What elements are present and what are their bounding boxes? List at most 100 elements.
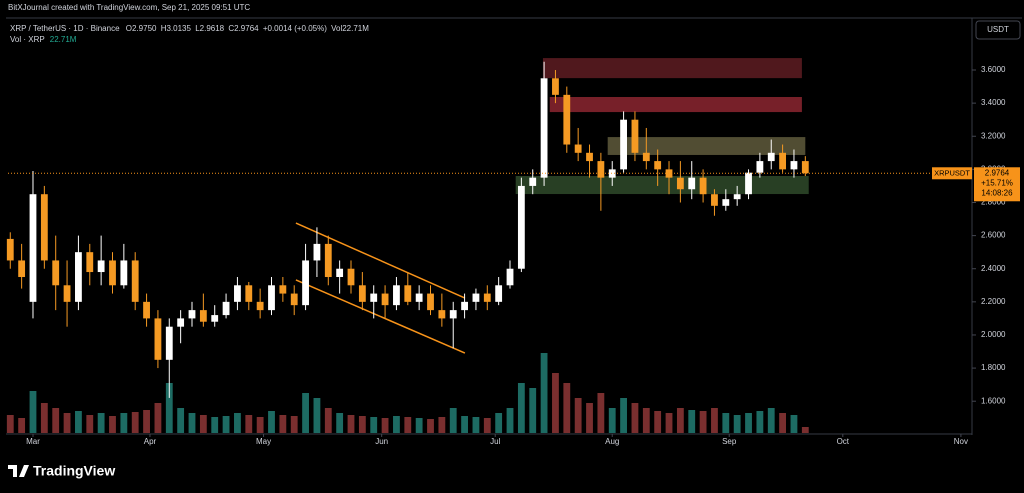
legend-value: 22.71M	[342, 24, 369, 33]
price-tag-change: +15.71%	[981, 178, 1013, 187]
candle-body	[438, 310, 446, 319]
x-tick-label: Sep	[722, 437, 737, 446]
volume-bar	[324, 408, 332, 433]
volume-legend: Vol · XRP 22.71M	[10, 35, 77, 44]
candle-body	[245, 285, 253, 302]
volume-bar	[52, 408, 60, 433]
volume-bar	[6, 415, 14, 433]
volume-bar	[97, 413, 105, 433]
currency-box[interactable]	[975, 20, 1021, 40]
volume-bar	[767, 408, 775, 433]
candle-body	[461, 301, 468, 311]
volume-bar	[461, 416, 468, 433]
volume-bar	[631, 403, 639, 433]
price-tag-price: 2.9764	[985, 168, 1010, 177]
candle-body	[608, 169, 616, 178]
y-tick-label: 2.2000	[981, 297, 1006, 306]
candle-body	[63, 285, 71, 302]
volume-bar	[472, 417, 480, 433]
candle-body	[302, 260, 309, 306]
legend-label: C	[228, 24, 234, 33]
candle-body	[279, 285, 287, 294]
legend-value: 2.9618	[200, 24, 225, 33]
candle-body	[506, 268, 514, 286]
price-tag	[974, 167, 1020, 202]
candle-body	[6, 238, 14, 261]
candle-body	[52, 260, 60, 286]
zone	[515, 175, 809, 195]
volume-bar	[722, 413, 730, 433]
volume-bar	[552, 373, 559, 433]
volume-bar	[438, 417, 446, 433]
candle-body	[483, 293, 491, 302]
x-tick-label: Jul	[490, 437, 500, 446]
legend-label: Vol	[331, 24, 342, 33]
x-tick-label: Jun	[375, 437, 388, 446]
candle-body	[86, 252, 94, 273]
zone	[549, 97, 802, 113]
candle-body	[642, 152, 650, 162]
candle-body	[234, 285, 241, 302]
symbol-tag-label: XRPUSDT	[934, 168, 970, 177]
zone	[607, 137, 806, 155]
y-tick-label: 3.4000	[981, 98, 1006, 107]
volume-bar	[517, 383, 525, 433]
candle-body	[552, 78, 559, 95]
volume-bar	[688, 410, 696, 433]
volume-bar	[302, 393, 309, 433]
candle-body	[211, 315, 219, 322]
volume-bar	[495, 413, 503, 433]
volume-bar	[801, 427, 809, 433]
candle-body	[733, 194, 741, 200]
volume-bar	[540, 353, 548, 433]
candle-body	[529, 177, 537, 186]
volume-bar	[188, 413, 196, 433]
candle-body	[143, 301, 150, 319]
volume-bar	[427, 419, 434, 433]
x-tick-label: Nov	[954, 437, 968, 446]
candle-body	[18, 260, 26, 278]
volume-bar	[699, 411, 707, 433]
legend-change: +0.0014 (+0.05%)	[263, 24, 327, 33]
candle-body	[574, 144, 582, 153]
channel-line	[295, 222, 466, 299]
candle-body	[29, 194, 37, 302]
y-tick-label: 3.2000	[981, 131, 1006, 140]
volume-bar	[642, 408, 650, 433]
channel-line	[295, 279, 466, 354]
candle-body	[779, 152, 787, 170]
zone	[542, 58, 802, 79]
volume-bar	[620, 398, 627, 433]
volume-value: 22.71M	[50, 35, 77, 44]
candle-body	[563, 94, 571, 145]
candle-body	[290, 293, 298, 306]
volume-bar	[654, 411, 662, 433]
volume-bar	[563, 383, 571, 433]
candle-body	[40, 194, 48, 261]
header: BitXJournal created with TradingView.com…	[8, 3, 250, 12]
logo-shape	[8, 465, 29, 477]
x-tick-label: May	[256, 437, 271, 446]
candle-body	[665, 169, 673, 178]
candle-body	[256, 301, 264, 311]
volume-bar	[120, 413, 128, 433]
x-tick-label: Oct	[837, 437, 850, 446]
candle-body	[654, 161, 662, 170]
candle-body	[268, 285, 275, 311]
candle-body	[120, 260, 128, 286]
candle-body	[699, 177, 707, 195]
candle-body	[97, 260, 105, 273]
candle-body	[415, 293, 423, 302]
candle-body	[722, 199, 730, 206]
volume-label: Vol · XRP	[10, 35, 45, 44]
y-tick-label: 2.0000	[981, 330, 1006, 339]
legend-value: 2.9764	[234, 24, 259, 33]
volume-bar	[393, 416, 400, 433]
volume-bar	[290, 416, 298, 433]
candle-body	[586, 152, 593, 162]
candle-body	[449, 310, 457, 319]
legend-value: 2.9750	[132, 24, 157, 33]
candle-body	[404, 285, 412, 302]
volume-bar	[256, 417, 264, 433]
